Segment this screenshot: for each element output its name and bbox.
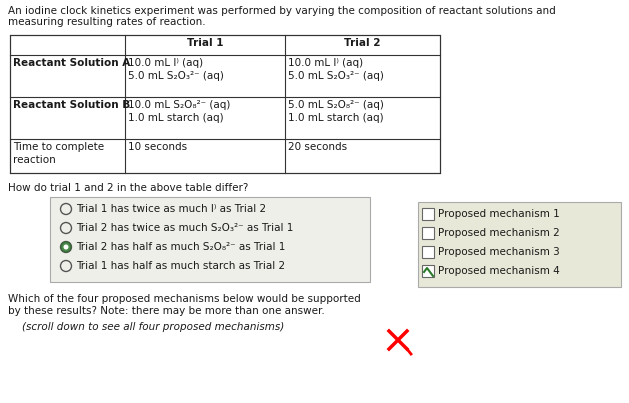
Text: Proposed mechanism 3: Proposed mechanism 3 bbox=[438, 247, 560, 257]
Circle shape bbox=[61, 242, 71, 252]
Text: Trial 1: Trial 1 bbox=[187, 38, 223, 48]
Bar bbox=[50, 197, 370, 282]
Text: Trial 2 has twice as much S₂O₃²⁻ as Trial 1: Trial 2 has twice as much S₂O₃²⁻ as Tria… bbox=[76, 223, 293, 233]
Text: Proposed mechanism 4: Proposed mechanism 4 bbox=[438, 266, 560, 276]
Text: measuring resulting rates of reaction.: measuring resulting rates of reaction. bbox=[8, 17, 206, 27]
Text: 1.0 mL starch (aq): 1.0 mL starch (aq) bbox=[128, 113, 224, 123]
Bar bbox=[422, 265, 434, 277]
Text: Proposed mechanism 2: Proposed mechanism 2 bbox=[438, 228, 560, 238]
Text: An iodine clock kinetics experiment was performed by varying the composition of : An iodine clock kinetics experiment was … bbox=[8, 6, 556, 16]
Text: 5.0 mL S₂O₃²⁻ (aq): 5.0 mL S₂O₃²⁻ (aq) bbox=[288, 71, 384, 81]
Text: Time to complete: Time to complete bbox=[13, 142, 104, 152]
Text: 5.0 mL S₂O₈²⁻ (aq): 5.0 mL S₂O₈²⁻ (aq) bbox=[288, 100, 384, 110]
Text: Which of the four proposed mechanisms below would be supported: Which of the four proposed mechanisms be… bbox=[8, 294, 361, 304]
Text: by these results? Note: there may be more than one answer.: by these results? Note: there may be mor… bbox=[8, 306, 325, 316]
Text: reaction: reaction bbox=[13, 155, 56, 165]
Text: 5.0 mL S₂O₃²⁻ (aq): 5.0 mL S₂O₃²⁻ (aq) bbox=[128, 71, 224, 81]
Text: 10.0 mL I⁾ (aq): 10.0 mL I⁾ (aq) bbox=[128, 58, 203, 68]
Text: 10 seconds: 10 seconds bbox=[128, 142, 187, 152]
Bar bbox=[418, 202, 621, 287]
Text: How do trial 1 and 2 in the above table differ?: How do trial 1 and 2 in the above table … bbox=[8, 183, 248, 193]
Bar bbox=[422, 227, 434, 239]
Text: 20 seconds: 20 seconds bbox=[288, 142, 347, 152]
Bar bbox=[422, 208, 434, 220]
Text: 1.0 mL starch (aq): 1.0 mL starch (aq) bbox=[288, 113, 384, 123]
Text: Trial 2: Trial 2 bbox=[344, 38, 381, 48]
Text: Trial 1 has twice as much I⁾ as Trial 2: Trial 1 has twice as much I⁾ as Trial 2 bbox=[76, 204, 266, 214]
Text: Proposed mechanism 1: Proposed mechanism 1 bbox=[438, 209, 560, 219]
Circle shape bbox=[64, 245, 69, 249]
Bar bbox=[422, 246, 434, 258]
Text: Trial 2 has half as much S₂O₈²⁻ as Trial 1: Trial 2 has half as much S₂O₈²⁻ as Trial… bbox=[76, 242, 286, 252]
Text: (scroll down to see all four proposed mechanisms): (scroll down to see all four proposed me… bbox=[22, 322, 284, 332]
Text: Reactant Solution B: Reactant Solution B bbox=[13, 100, 130, 110]
Text: 10.0 mL S₂O₈²⁻ (aq): 10.0 mL S₂O₈²⁻ (aq) bbox=[128, 100, 230, 110]
Text: Reactant Solution A: Reactant Solution A bbox=[13, 58, 130, 68]
Bar bbox=[10, 35, 440, 173]
Text: Trial 1 has half as much starch as Trial 2: Trial 1 has half as much starch as Trial… bbox=[76, 261, 285, 271]
Text: 10.0 mL I⁾ (aq): 10.0 mL I⁾ (aq) bbox=[288, 58, 363, 68]
